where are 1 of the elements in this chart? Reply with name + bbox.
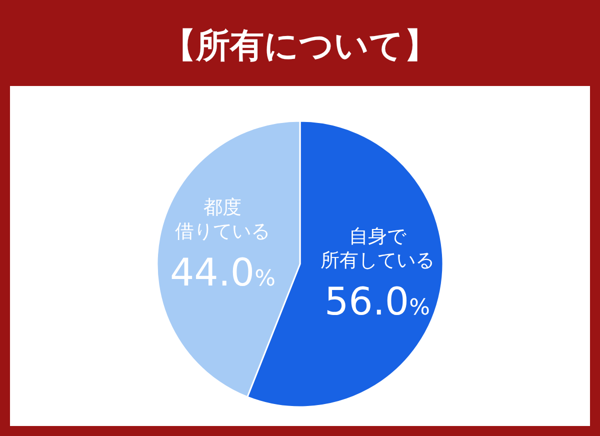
chart-title: 【所有について】 — [162, 26, 438, 66]
